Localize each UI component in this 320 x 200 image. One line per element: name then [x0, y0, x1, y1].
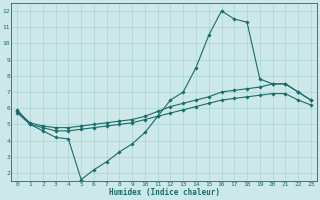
X-axis label: Humidex (Indice chaleur): Humidex (Indice chaleur) [108, 188, 220, 197]
